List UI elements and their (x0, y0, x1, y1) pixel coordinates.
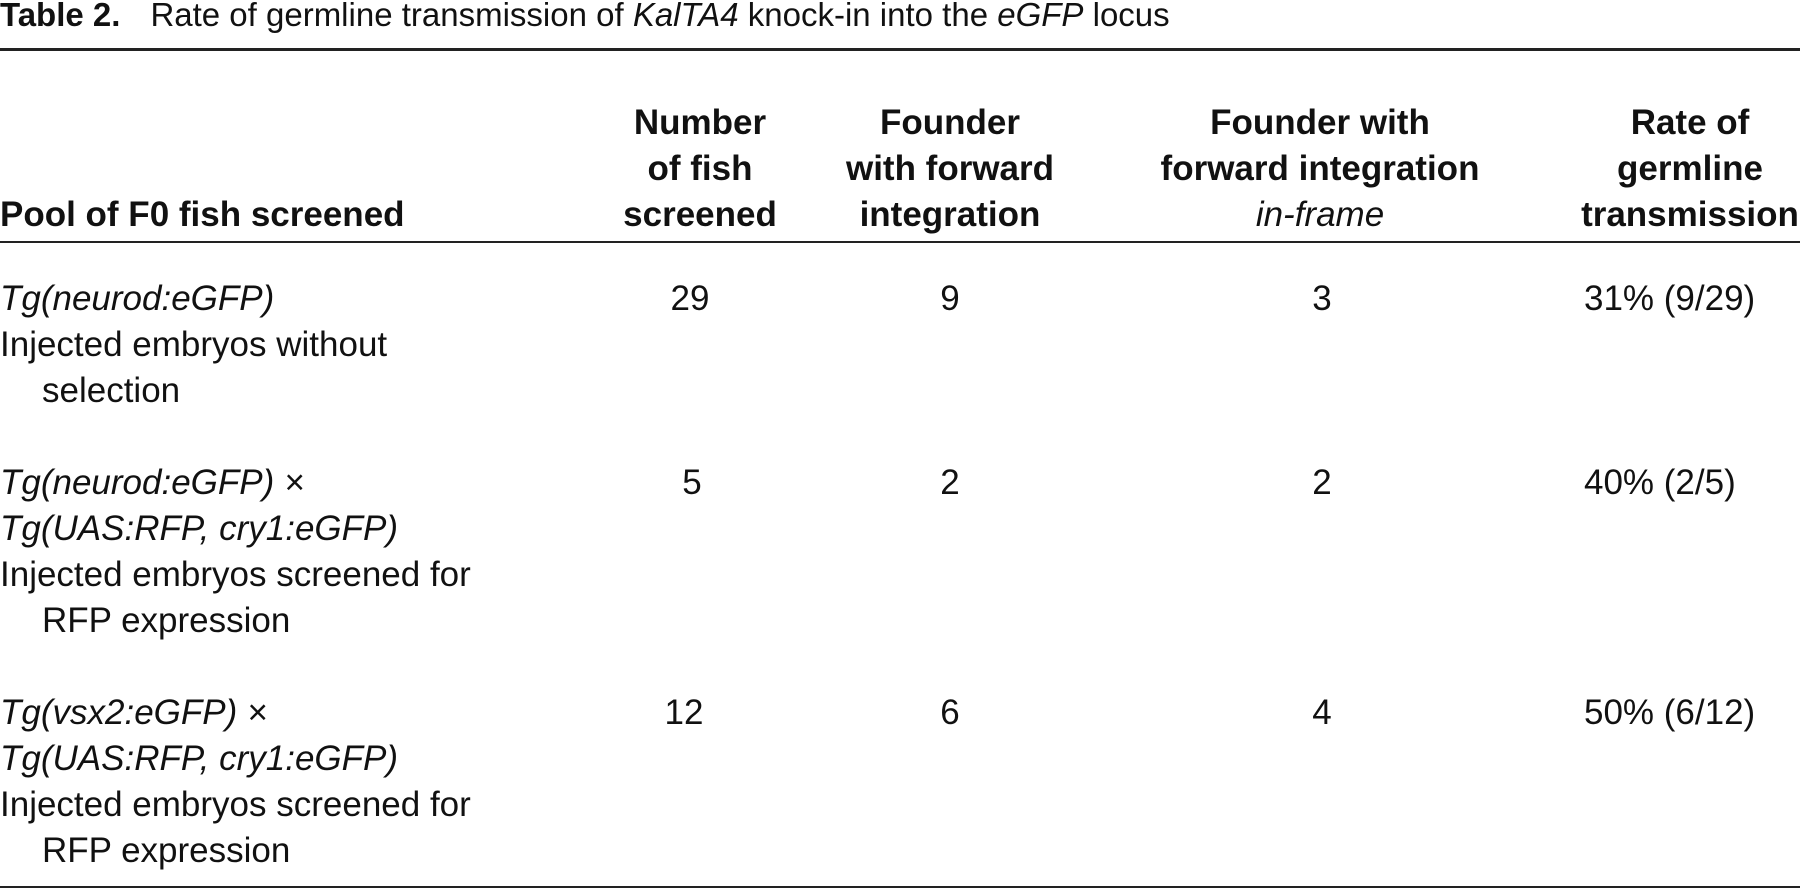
number-cell: 29 (670, 279, 710, 318)
table-label: Table 2. (0, 0, 121, 33)
rate-cell: 50% (6/12) (1584, 693, 1756, 732)
header-rule (0, 241, 1800, 243)
table-title: Table 2. Rate of germline transmission of… (0, 0, 1170, 38)
pool-cell: Tg(vsx2:eGFP) × Tg(UAS:RFP, cry1:eGFP) I… (0, 693, 471, 870)
forward-cell: 2 (940, 463, 960, 502)
header-number: Number of fish screened (623, 103, 777, 234)
rate-cell: 40% (2/5) (1584, 463, 1736, 502)
header-pool: Pool of F0 fish screened (0, 195, 405, 234)
bottom-rule (0, 886, 1800, 888)
pool-cell: Tg(neurod:eGFP) × Tg(UAS:RFP, cry1:eGFP)… (0, 463, 471, 640)
header-rate: Rate of germline transmission (1581, 103, 1799, 234)
number-cell: 5 (682, 463, 702, 502)
header-forward: Founder with forward integration (845, 103, 1055, 234)
top-rule (0, 48, 1800, 51)
header-in-frame: Founder with forward integration in-fram… (1160, 103, 1480, 234)
rate-cell: 31% (9/29) (1584, 279, 1756, 318)
forward-cell: 6 (940, 693, 960, 732)
pool-cell: Tg(neurod:eGFP) Injected embryos without… (0, 279, 388, 410)
in-frame-cell: 2 (1312, 463, 1332, 502)
number-cell: 12 (664, 693, 704, 732)
forward-cell: 9 (940, 279, 960, 318)
in-frame-cell: 3 (1312, 279, 1332, 318)
in-frame-cell: 4 (1312, 693, 1332, 732)
